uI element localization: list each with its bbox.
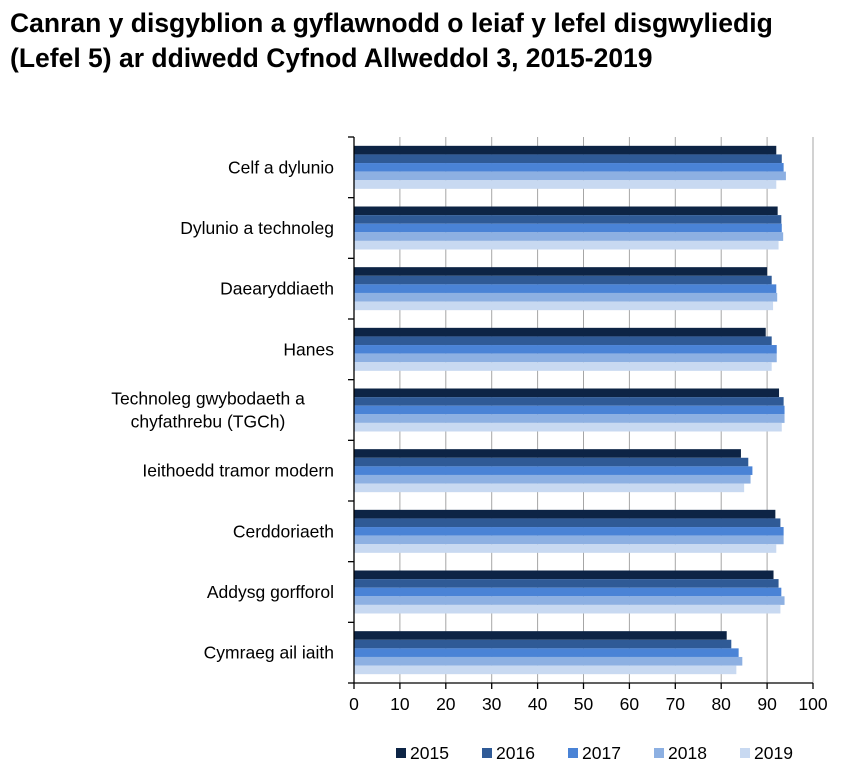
category-label: Dylunio a technoleg <box>180 218 334 238</box>
bar-2017-3 <box>354 345 777 354</box>
bar-2017-4 <box>354 405 785 415</box>
legend: 2015 2016 2017 2018 2019 <box>396 743 793 763</box>
x-tick-label: 60 <box>620 694 640 714</box>
category-label: Cerddoriaeth <box>233 521 334 541</box>
bar-2019-3 <box>354 362 772 371</box>
bar-2018-4 <box>354 414 785 423</box>
legend-label-2018: 2018 <box>668 743 707 763</box>
bar-2016-0 <box>354 154 782 164</box>
bar-2015-2 <box>354 267 768 276</box>
bar-2016-4 <box>354 397 784 406</box>
axes: 0 10 20 30 40 50 60 70 80 90 100 <box>348 136 828 714</box>
bar-2019-6 <box>354 544 777 553</box>
bar-2019-2 <box>354 301 774 311</box>
bar-2018-7 <box>354 596 785 605</box>
bar-2017-1 <box>354 223 782 233</box>
bar-2018-5 <box>354 474 751 484</box>
x-tick-label: 70 <box>666 694 686 714</box>
bar-2019-8 <box>354 665 737 675</box>
legend-label-2017: 2017 <box>582 743 621 763</box>
x-tick-label: 40 <box>528 694 548 714</box>
bar-2016-1 <box>354 215 782 224</box>
bar-2018-8 <box>354 656 743 666</box>
bar-2016-7 <box>354 579 779 588</box>
legend-swatch-2018 <box>654 748 664 758</box>
legend-swatch-2019 <box>740 748 750 758</box>
bar-2017-2 <box>354 284 777 293</box>
bar-2019-1 <box>354 240 779 250</box>
x-tick-label: 20 <box>436 694 456 714</box>
bar-2016-2 <box>354 275 772 285</box>
legend-label-2015: 2015 <box>410 743 449 763</box>
x-tick-label: 90 <box>757 694 777 714</box>
legend-swatch-2016 <box>482 748 492 758</box>
x-tick-label: 100 <box>798 694 827 714</box>
x-tick-label: 30 <box>482 694 502 714</box>
bar-2015-7 <box>354 570 774 580</box>
bar-2017-7 <box>354 587 782 597</box>
bar-2019-5 <box>354 483 745 493</box>
category-label: Daearyddiaeth <box>220 279 334 299</box>
bar-2019-4 <box>354 422 782 432</box>
x-tick-label: 80 <box>711 694 731 714</box>
x-tick-label: 10 <box>390 694 410 714</box>
category-label: Hanes <box>283 339 334 359</box>
bar-2017-5 <box>354 466 753 475</box>
legend-label-2019: 2019 <box>754 743 793 763</box>
bar-2018-2 <box>354 292 778 302</box>
bar-2015-1 <box>354 206 778 216</box>
legend-label-2016: 2016 <box>496 743 535 763</box>
bar-2015-4 <box>354 388 780 398</box>
legend-swatch-2015 <box>396 748 406 758</box>
category-labels: Celf a dylunio Dylunio a technoleg Daearyd… <box>111 157 334 662</box>
chart-title: Canran y disgyblion a gyflawnodd o leiaf… <box>10 8 773 73</box>
bar-2019-0 <box>354 180 777 189</box>
bar-2016-3 <box>354 336 772 346</box>
bar-2017-0 <box>354 163 784 172</box>
bar-2017-8 <box>354 648 739 657</box>
bar-2018-3 <box>354 353 777 363</box>
x-tick-label: 0 <box>349 694 359 714</box>
bar-2015-8 <box>354 631 727 640</box>
bar-2019-7 <box>354 604 781 614</box>
bar-2016-8 <box>354 639 732 649</box>
x-tick-label: 50 <box>574 694 594 714</box>
bar-2018-1 <box>354 232 784 241</box>
bar-2015-3 <box>354 327 766 337</box>
bars <box>354 145 786 675</box>
bar-2016-5 <box>354 457 749 467</box>
category-label: Addysg gorfforol <box>207 582 334 602</box>
bar-2015-6 <box>354 509 776 519</box>
bar-2018-0 <box>354 171 786 181</box>
bar-2018-6 <box>354 535 784 545</box>
bar-2017-6 <box>354 527 784 536</box>
legend-swatch-2017 <box>568 748 578 758</box>
category-label: Ieithoedd tramor modern <box>142 461 334 481</box>
bar-2016-6 <box>354 518 781 528</box>
category-label: Cymraeg ail iaith <box>204 643 334 663</box>
bar-2015-0 <box>354 145 777 155</box>
category-label: Celf a dylunio <box>228 157 334 177</box>
bar-2015-5 <box>354 449 741 458</box>
category-label: Technoleg gwybodaeth a chyfathrebu (TGCh) <box>111 389 305 432</box>
